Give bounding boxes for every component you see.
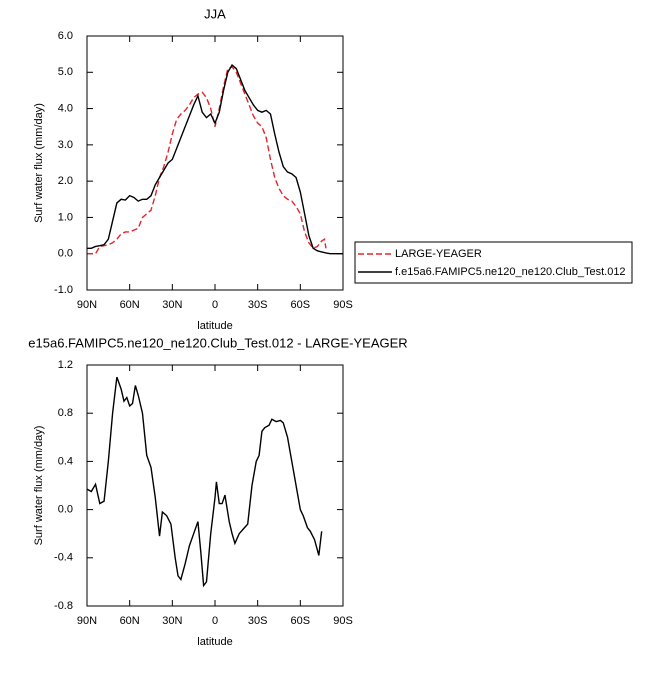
x-tick-label: 0 [212, 615, 218, 627]
x-tick-label: 30S [248, 615, 268, 627]
x-tick-label: 30N [162, 615, 182, 627]
y-tick-label: 0.4 [58, 455, 73, 467]
x-tick-label: 90S [333, 299, 353, 311]
data-line [87, 63, 343, 255]
y-tick-label: -0.4 [54, 552, 73, 564]
x-tick-label: 90N [77, 299, 97, 311]
x-tick-label: 90N [77, 615, 97, 627]
plot-frame [86, 364, 344, 607]
y-axis-label: Surf water flux (mm/day) [33, 426, 45, 546]
legend-label: LARGE-YEAGER [395, 248, 482, 260]
chart-title: JJA [204, 6, 226, 21]
x-tick-label: 90S [333, 615, 353, 627]
chart-title: e15a6.FAMIPC5.ne120_ne120.Club_Test.012 … [28, 335, 407, 350]
y-tick-label: 0.0 [58, 504, 73, 516]
y-tick-label: -0.8 [54, 600, 73, 612]
x-tick-label: 60S [291, 299, 311, 311]
y-tick-label: 5.0 [58, 66, 73, 78]
y-tick-label: -1.0 [54, 284, 73, 296]
data-line [87, 65, 327, 255]
data-line [86, 376, 323, 588]
y-tick-label: 0.0 [58, 248, 73, 260]
y-tick-label: 6.0 [58, 30, 73, 42]
legend-label: f.e15a6.FAMIPC5.ne120_ne120.Club_Test.01… [395, 266, 626, 278]
legend-box [354, 241, 633, 284]
y-tick-label: 1.0 [58, 211, 73, 223]
x-axis-label: latitude [197, 320, 232, 332]
x-tick-label: 60N [120, 615, 140, 627]
x-tick-label: 0 [212, 299, 218, 311]
y-tick-label: 2.0 [58, 175, 73, 187]
plot-frame [86, 35, 344, 291]
y-tick-label: 3.0 [58, 139, 73, 151]
y-tick-label: 1.2 [58, 359, 73, 371]
y-tick-label: 0.8 [58, 407, 73, 419]
x-tick-label: 30S [248, 299, 268, 311]
x-tick-label: 30N [162, 299, 182, 311]
y-tick-label: 4.0 [58, 102, 73, 114]
x-tick-label: 60S [291, 615, 311, 627]
x-axis-label: latitude [197, 636, 232, 648]
y-axis-label: Surf water flux (mm/day) [33, 103, 45, 223]
x-tick-label: 60N [120, 299, 140, 311]
